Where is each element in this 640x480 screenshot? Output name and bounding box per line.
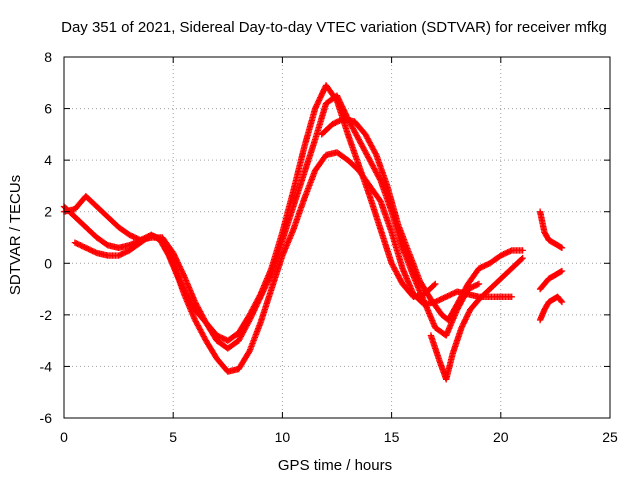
y-tick-label: 0 [44, 255, 52, 271]
data-point [475, 280, 483, 288]
y-tick-label: -2 [40, 307, 53, 323]
data-point-fill [557, 297, 565, 305]
x-axis-label: GPS time / hours [278, 457, 392, 474]
y-axis-label: SDTVAR / TECUs [7, 175, 24, 295]
data-point [508, 293, 515, 301]
y-tick-label: -4 [40, 358, 53, 374]
y-tick-label: 2 [44, 204, 52, 220]
data-point-fill [372, 150, 379, 157]
x-tick-label: 0 [60, 429, 68, 445]
x-tick-labels: 0 5 10 15 20 25 [60, 429, 618, 445]
data-point [558, 298, 566, 306]
y-tick-label: -6 [40, 410, 53, 426]
x-tick-label: 15 [384, 429, 400, 445]
chart-title: Day 351 of 2021, Sidereal Day-to-day VTE… [61, 19, 607, 36]
data-point [432, 280, 439, 288]
x-tick-label: 20 [493, 429, 509, 445]
y-tick-label: 8 [44, 49, 52, 65]
y-tick-labels: -6 -4 -2 0 2 4 6 8 [40, 49, 53, 426]
y-tick-label: 6 [44, 101, 52, 117]
y-tick-label: 4 [44, 152, 52, 168]
data-point [558, 244, 566, 252]
data-point-fill [430, 281, 438, 289]
data-point [519, 254, 526, 262]
x-tick-label: 5 [169, 429, 177, 445]
data-point [558, 267, 566, 275]
data-point-fill [518, 255, 525, 263]
axis-ticks [63, 56, 611, 419]
x-tick-label: 25 [602, 429, 618, 445]
x-tick-label: 10 [275, 429, 291, 445]
data-points [60, 82, 566, 383]
plot-frame [63, 56, 611, 419]
data-point [519, 247, 526, 254]
